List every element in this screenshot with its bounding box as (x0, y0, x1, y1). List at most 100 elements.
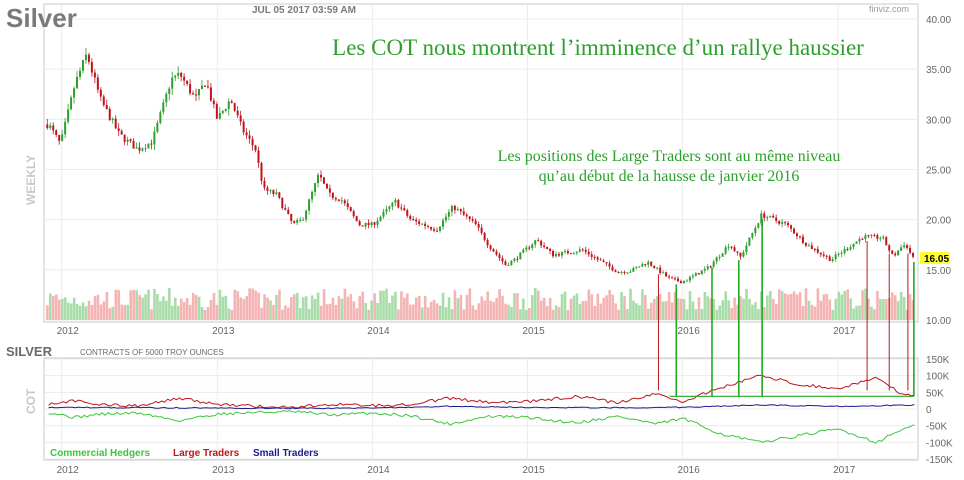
candle-body (67, 109, 70, 122)
volume-bar (117, 290, 121, 320)
candle-body (361, 225, 364, 227)
volume-bar (650, 302, 653, 320)
brand-label[interactable]: finviz.com (869, 4, 909, 14)
candle-body (102, 96, 105, 105)
candle-body (132, 140, 135, 149)
volume-bar (840, 294, 844, 320)
volume-bar (179, 298, 183, 320)
volume-bar (322, 289, 326, 320)
candle-body (572, 252, 575, 254)
volume-bar (429, 301, 433, 320)
candle-body (909, 247, 912, 253)
volume-bar (174, 297, 177, 320)
volume-bar (908, 294, 912, 320)
volume-bar (144, 294, 147, 320)
candle-body (346, 203, 349, 208)
volume-bar (730, 307, 733, 320)
volume-bar (304, 296, 308, 320)
candle-body (501, 258, 504, 262)
candle-body (141, 148, 144, 151)
volume-bar (349, 294, 353, 320)
volume-bar (855, 305, 858, 320)
candle-body (129, 139, 132, 141)
volume-bar (84, 306, 88, 320)
candle-body (691, 275, 694, 277)
volume-bar (394, 291, 397, 320)
volume-bar (206, 307, 210, 320)
volume-bar (623, 296, 626, 320)
volume-bar (516, 293, 519, 320)
candle-body (117, 128, 120, 131)
candle-body (248, 135, 251, 139)
cot-tick-label: -150K (926, 455, 953, 466)
candle-body (599, 259, 602, 261)
volume-bar (278, 289, 281, 320)
volume-bar (498, 289, 501, 320)
volume-bar (893, 295, 897, 320)
last-price-tag: 16.05 (924, 254, 949, 265)
candle-body (447, 211, 450, 217)
volume-bar (846, 289, 849, 320)
volume-bar (810, 304, 814, 320)
volume-bar (66, 302, 70, 320)
volume-bar (691, 301, 695, 320)
volume-bar (441, 292, 445, 320)
volume-bar (346, 296, 350, 320)
candle-body (760, 213, 763, 224)
volume-bar (224, 295, 228, 320)
candle-body (867, 235, 870, 237)
candle-body (635, 267, 638, 269)
candle-body (480, 227, 483, 233)
volume-bar (882, 299, 885, 320)
candle-body (212, 100, 215, 105)
candle-body (245, 132, 248, 136)
candle-body (581, 249, 584, 251)
volume-bar (641, 289, 644, 320)
candle-body (748, 237, 751, 246)
candle-body (906, 245, 909, 248)
volume-bar (614, 303, 617, 320)
candle-body (793, 228, 796, 234)
volume-bar (93, 296, 97, 320)
volume-bar (611, 294, 614, 320)
volume-bar (343, 288, 347, 320)
candle-body (340, 200, 343, 202)
volume-bar (298, 307, 302, 320)
candle-body (650, 261, 653, 266)
candle-body (84, 54, 87, 61)
candle-body (569, 253, 572, 255)
candle-body (266, 187, 269, 191)
candle-body (400, 207, 403, 209)
volume-bar (438, 305, 442, 320)
volume-bar (171, 305, 174, 320)
volume-bar (385, 288, 388, 320)
volume-bar (706, 296, 710, 320)
volume-bar (661, 301, 665, 320)
volume-bar (489, 300, 492, 320)
candle-body (105, 104, 108, 109)
volume-bar (825, 293, 829, 320)
candle-body (254, 145, 257, 151)
volume-bar (771, 298, 775, 320)
volume-bar (90, 304, 94, 320)
candle-body (376, 220, 379, 225)
candle-body (358, 221, 361, 226)
volume-bar (194, 295, 198, 320)
volume-bar (780, 291, 784, 320)
cot-tick-label: -50K (926, 422, 947, 433)
volume-bar (159, 301, 162, 320)
volume-bar (284, 305, 287, 320)
candle-body (727, 246, 730, 248)
volume-bar (111, 306, 115, 320)
candle-body (403, 208, 406, 211)
volume-bar (626, 309, 629, 320)
candle-body (135, 147, 138, 149)
volume-bar (191, 292, 195, 320)
volume-bar (542, 297, 546, 320)
volume-bar (843, 290, 846, 320)
volume-bar (331, 297, 335, 320)
candle-body (311, 191, 314, 200)
volume-bar (551, 309, 555, 320)
volume-bar (831, 309, 835, 320)
